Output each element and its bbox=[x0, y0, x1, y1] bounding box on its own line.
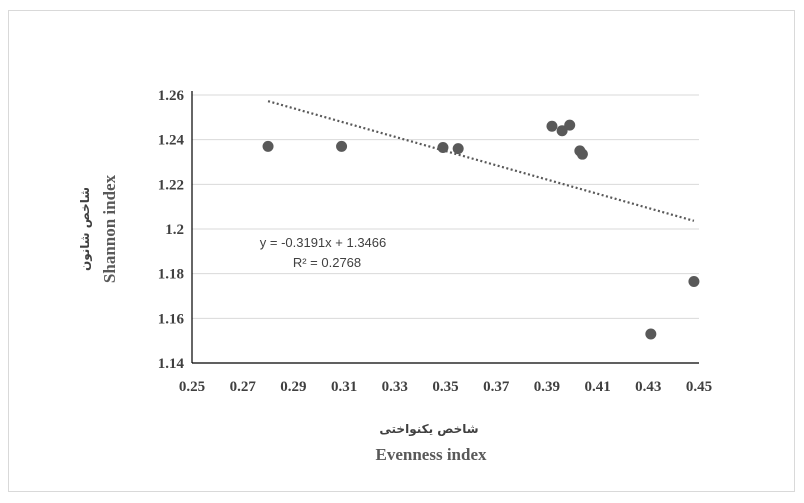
y-tick-label: 1.16 bbox=[158, 311, 185, 327]
trendline-group bbox=[267, 100, 695, 222]
trendline-equation: y = -0.3191x + 1.3466 bbox=[260, 235, 386, 250]
data-point bbox=[452, 143, 464, 155]
x-axis-title-persian: شاخص یکنواختی bbox=[379, 422, 478, 437]
x-tick-label: 0.43 bbox=[635, 379, 661, 395]
x-axis-title: Evenness index bbox=[376, 445, 487, 464]
axes bbox=[191, 91, 699, 364]
y-tick-label: 1.14 bbox=[158, 356, 185, 372]
y-tick-label: 1.18 bbox=[158, 267, 184, 283]
y-tick-label: 1.22 bbox=[158, 177, 184, 193]
x-tick-label: 0.29 bbox=[280, 379, 306, 395]
data-points bbox=[262, 119, 700, 340]
data-point bbox=[336, 140, 348, 152]
y-tick-labels: 1.14 1.16 1.18 1.2 1.22 1.24 1.26 bbox=[158, 88, 185, 372]
data-point bbox=[262, 140, 274, 152]
chart-area: 1.14 1.16 1.18 1.2 1.22 1.24 1.26 0.25 0.27 0.29… bbox=[8, 10, 795, 492]
data-point bbox=[546, 120, 558, 132]
x-tick-label: 0.39 bbox=[534, 379, 560, 395]
data-point bbox=[576, 148, 588, 160]
y-tick-label: 1.24 bbox=[158, 133, 185, 149]
y-axis-title: Shannon index bbox=[100, 174, 119, 283]
data-point bbox=[556, 125, 568, 137]
x-tick-label: 0.27 bbox=[230, 379, 257, 395]
x-tick-label: 0.37 bbox=[483, 379, 510, 395]
x-tick-label: 0.45 bbox=[686, 379, 712, 395]
trendline bbox=[267, 100, 695, 222]
x-tick-label: 0.41 bbox=[584, 379, 610, 395]
data-point bbox=[645, 328, 657, 340]
x-tick-label: 0.25 bbox=[179, 379, 205, 395]
x-tick-label: 0.33 bbox=[382, 379, 408, 395]
gridlines bbox=[192, 94, 699, 319]
data-point bbox=[437, 141, 449, 153]
x-tick-label: 0.35 bbox=[432, 379, 458, 395]
x-tick-labels: 0.25 0.27 0.29 0.31 0.33 0.35 0.37 0.39 0.41 0.43… bbox=[179, 379, 712, 395]
y-tick-label: 1.2 bbox=[165, 222, 184, 238]
data-point bbox=[688, 275, 700, 287]
data-point bbox=[564, 119, 576, 131]
r-squared-label: R² = 0.2768 bbox=[293, 255, 361, 270]
y-tick-label: 1.26 bbox=[158, 88, 185, 104]
y-axis-title-persian: شاخص شانون bbox=[78, 187, 93, 271]
scatter-chart: 1.14 1.16 1.18 1.2 1.22 1.24 1.26 0.25 0.27 0.29… bbox=[78, 88, 712, 464]
x-tick-label: 0.31 bbox=[331, 379, 357, 395]
